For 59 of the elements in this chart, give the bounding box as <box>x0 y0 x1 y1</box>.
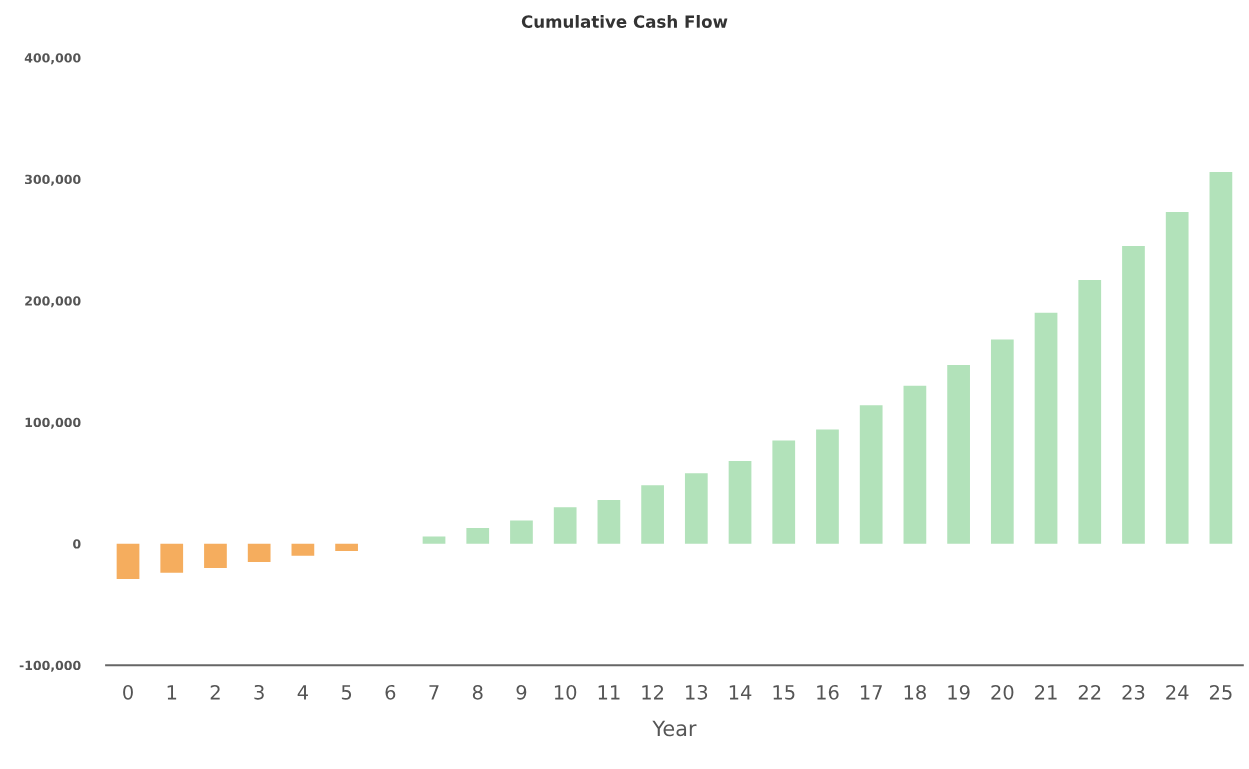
bar <box>335 543 358 551</box>
y-tick-label: 200,000 <box>25 296 81 308</box>
bar <box>466 527 490 544</box>
x-tick-label: 16 <box>817 684 839 700</box>
y-tick-label: -100,000 <box>19 660 81 672</box>
bar <box>1034 312 1058 544</box>
y-tick-label: 400,000 <box>24 53 81 65</box>
x-tick-label: 11 <box>598 685 620 700</box>
x-tick-label: 7 <box>429 685 439 700</box>
bar <box>684 473 708 544</box>
bar <box>597 499 621 544</box>
x-tick-label: 14 <box>729 685 752 700</box>
y-tick-label: 0 <box>73 539 81 549</box>
x-tick-label: 18 <box>904 684 926 700</box>
bar <box>947 365 970 544</box>
bar <box>160 543 184 573</box>
bar <box>903 385 927 544</box>
x-tick-label: 10 <box>554 684 577 700</box>
bar <box>1209 171 1233 544</box>
bar <box>116 543 140 579</box>
bar <box>641 485 664 544</box>
x-tick-label: 17 <box>860 685 882 700</box>
x-axis-title: Year <box>652 720 697 737</box>
x-tick-label: 5 <box>341 685 352 700</box>
x-tick-label: 8 <box>472 684 483 700</box>
x-tick-label: 2 <box>210 684 220 700</box>
bar <box>816 429 839 544</box>
x-tick-label: 23 <box>1122 684 1145 700</box>
bar <box>1165 211 1189 544</box>
bar <box>553 507 577 544</box>
bar <box>204 543 227 568</box>
chart-title: Cumulative Cash Flow <box>521 15 728 28</box>
x-tick-label: 3 <box>254 684 264 700</box>
x-tick-label: 13 <box>686 684 708 700</box>
x-tick-label: 19 <box>948 684 970 700</box>
x-tick-label: 24 <box>1166 684 1189 700</box>
bar <box>291 543 315 556</box>
x-tick-label: 4 <box>297 685 308 700</box>
bar <box>1078 280 1102 544</box>
x-tick-label: 20 <box>991 684 1014 700</box>
x-tick-label: 22 <box>1078 684 1101 700</box>
bar <box>247 543 271 562</box>
x-tick-label: 6 <box>385 684 396 700</box>
bar <box>728 461 752 544</box>
bar <box>859 405 883 544</box>
y-tick-label: 300,000 <box>25 174 81 186</box>
bar <box>772 440 796 544</box>
bar <box>990 339 1014 544</box>
x-tick-label: 9 <box>516 684 527 700</box>
x-tick-label: 0 <box>123 684 133 700</box>
x-tick-label: 12 <box>642 684 664 700</box>
x-tick-label: 25 <box>1209 684 1232 700</box>
bar <box>422 536 446 544</box>
bar <box>1122 246 1145 544</box>
y-tick-label: 100,000 <box>25 417 81 429</box>
bar <box>510 520 533 544</box>
x-tick-label: 21 <box>1035 684 1057 700</box>
x-tick-label: 1 <box>167 685 177 700</box>
x-tick-label: 15 <box>773 685 795 700</box>
